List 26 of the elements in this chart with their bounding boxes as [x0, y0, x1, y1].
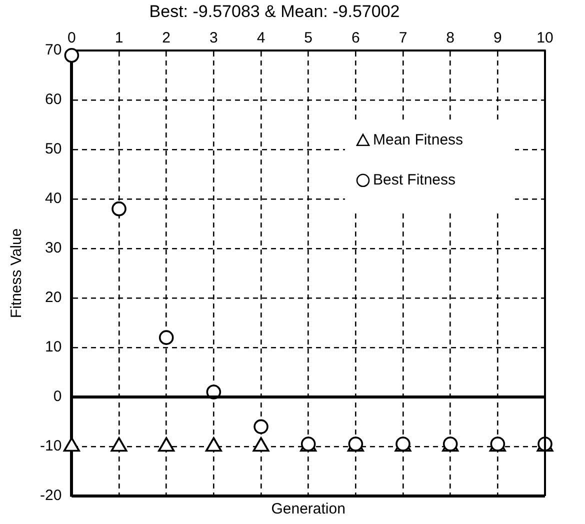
- x-tick-label: 3: [210, 30, 218, 47]
- x-tick-label: 9: [493, 30, 502, 47]
- legend-label: Mean Fitness: [373, 132, 464, 149]
- y-tick-label: 30: [44, 240, 62, 257]
- y-tick-label: 60: [44, 91, 62, 108]
- x-tick-label: 5: [304, 30, 313, 47]
- x-tick-label: 6: [352, 30, 360, 47]
- y-tick-label: 50: [44, 140, 62, 158]
- y-tick-label: -10: [40, 438, 62, 455]
- x-tick-label: 0: [68, 30, 76, 47]
- x-tick-label: 7: [398, 30, 408, 47]
- y-tick-label: 20: [44, 289, 62, 306]
- y-tick-label: -20: [40, 487, 62, 504]
- x-tick-label: 10: [536, 30, 554, 47]
- chart-title: Best: -9.57083 & Mean: -9.57002: [149, 2, 400, 21]
- x-tick-label: 2: [162, 30, 171, 47]
- x-tick-label: 1: [114, 30, 124, 47]
- x-axis-title: Generation: [271, 500, 346, 518]
- y-tick-label: 70: [44, 42, 62, 59]
- y-axis-title: Fitness Value: [8, 228, 26, 318]
- x-tick-label: 8: [446, 30, 455, 47]
- y-tick-label: 40: [44, 190, 62, 208]
- y-tick-label: 0: [53, 388, 62, 406]
- x-tick-label: 4: [256, 30, 266, 47]
- legend-label: Best Fitness: [373, 172, 456, 189]
- y-tick-label: 10: [44, 338, 62, 356]
